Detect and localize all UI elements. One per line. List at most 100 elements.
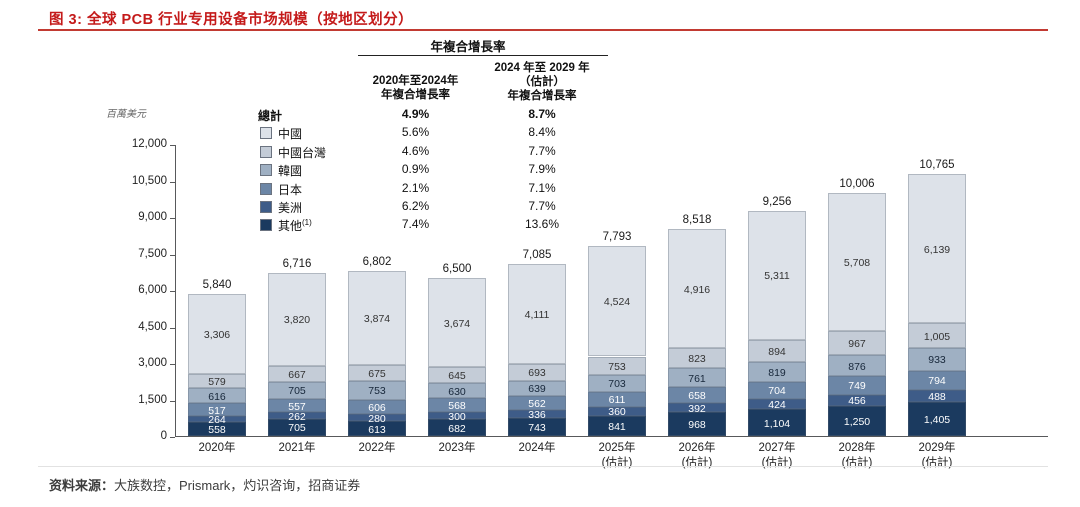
segment-value-label: 876 bbox=[848, 360, 866, 373]
legend-row: 其他(1) 7.4% 13.6% bbox=[258, 216, 608, 234]
footer-divider-line bbox=[38, 466, 1048, 467]
bar-segment bbox=[268, 418, 326, 436]
y-axis-tick bbox=[170, 437, 175, 438]
x-axis-label: 2022年 bbox=[358, 442, 396, 454]
bar-segment bbox=[828, 331, 886, 355]
segment-value-label: 967 bbox=[848, 338, 866, 351]
bar-segment bbox=[428, 277, 486, 368]
y-axis-tick-label: 1,500 bbox=[138, 393, 167, 406]
legend-label: 日本 bbox=[278, 182, 303, 197]
bar-segment bbox=[748, 409, 806, 436]
bar-total-label: 10,765 bbox=[919, 159, 955, 172]
x-axis-label: 2026年 (估計) bbox=[678, 442, 716, 469]
cagr-value-col1: 5.6% bbox=[401, 125, 430, 140]
bar-segment bbox=[508, 380, 566, 397]
bar-segment bbox=[348, 381, 406, 400]
bar-total-label: 8,518 bbox=[682, 213, 712, 226]
bar-segment bbox=[668, 386, 726, 403]
bar-segment bbox=[588, 374, 646, 392]
bar-segment bbox=[188, 293, 246, 375]
figure-title: 图 3: 全球 PCB 行业专用设备市场规模（按地区划分） bbox=[49, 12, 414, 28]
segment-value-label: 823 bbox=[688, 353, 706, 366]
segment-value-label: 658 bbox=[688, 389, 706, 402]
footnote-marker: (1) bbox=[302, 218, 312, 228]
x-axis-label: 2028年 (估計) bbox=[838, 442, 876, 469]
bar-segment bbox=[268, 412, 326, 419]
segment-value-label: 761 bbox=[688, 372, 706, 385]
y-axis-tick-label: 4,500 bbox=[138, 320, 167, 333]
bar-segment bbox=[908, 347, 966, 371]
bar-total-label: 5,840 bbox=[202, 278, 232, 291]
bar-segment bbox=[348, 270, 406, 365]
bar-total-label: 6,802 bbox=[362, 255, 392, 268]
segment-value-label: 5,311 bbox=[764, 270, 790, 283]
cagr-col1-header: 2020年至2024年 年複合增長率 bbox=[372, 75, 459, 101]
legend-label: 中國台灣 bbox=[278, 145, 327, 160]
bar-segment bbox=[668, 368, 726, 387]
x-axis-label: 2020年 bbox=[198, 442, 236, 454]
bar-total-label: 7,085 bbox=[522, 248, 552, 261]
bar-total-label: 6,500 bbox=[442, 262, 472, 275]
segment-value-label: 703 bbox=[608, 378, 626, 391]
bar-segment bbox=[828, 394, 886, 406]
segment-value-label: 1,104 bbox=[763, 417, 791, 430]
bar-segment bbox=[908, 323, 966, 348]
segment-value-label: 3,306 bbox=[203, 329, 231, 342]
bar-segment bbox=[268, 365, 326, 382]
legend-swatch bbox=[260, 127, 272, 140]
bar-segment bbox=[748, 381, 806, 399]
segment-value-label: 1,250 bbox=[843, 415, 871, 428]
segment-value-label: 336 bbox=[528, 408, 546, 421]
cagr-value-col2: 13.6% bbox=[524, 217, 560, 232]
segment-value-label: 675 bbox=[368, 367, 386, 380]
cagr-table-title: 年複合增長率 bbox=[430, 40, 506, 54]
segment-value-label: 579 bbox=[208, 376, 226, 389]
legend-row: 中國台灣 4.6% 7.7% bbox=[258, 143, 608, 161]
bar-segment bbox=[188, 422, 246, 436]
legend-label: 中國 bbox=[278, 127, 303, 142]
segment-value-label: 749 bbox=[848, 380, 866, 393]
y-axis-unit-label: 百萬美元 bbox=[106, 109, 146, 120]
segment-value-label: 933 bbox=[928, 354, 946, 367]
bar-segment bbox=[348, 414, 406, 422]
segment-value-label: 488 bbox=[928, 390, 946, 403]
bar-segment bbox=[908, 389, 966, 402]
y-axis-tick bbox=[170, 254, 175, 256]
y-axis-tick-label: 3,000 bbox=[138, 357, 167, 369]
bar-segment bbox=[588, 246, 646, 357]
y-axis-tick bbox=[170, 181, 175, 183]
segment-value-label: 557 bbox=[288, 400, 306, 413]
segment-value-label: 841 bbox=[608, 420, 626, 433]
x-axis-label: 2027年 (估計) bbox=[758, 442, 796, 469]
bar-segment bbox=[348, 364, 406, 382]
segment-value-label: 968 bbox=[688, 419, 706, 432]
y-axis-tick bbox=[170, 327, 175, 329]
cagr-value-col2: 8.4% bbox=[528, 125, 556, 140]
legend-row: 韓國 0.9% 7.9% bbox=[258, 161, 608, 179]
y-axis-tick-label: 12,000 bbox=[131, 138, 167, 150]
segment-value-label: 568 bbox=[448, 400, 466, 413]
cagr-table-underline bbox=[358, 55, 608, 56]
cagr-value-col2: 8.7% bbox=[528, 107, 556, 121]
segment-value-label: 5,708 bbox=[843, 256, 871, 269]
bar-segment bbox=[508, 417, 566, 436]
segment-value-label: 1,005 bbox=[923, 330, 951, 343]
bar-segment bbox=[748, 361, 806, 382]
bar-segment bbox=[508, 363, 566, 381]
bar-segment bbox=[348, 399, 406, 415]
cagr-value-col1: 4.6% bbox=[401, 143, 430, 158]
segment-value-label: 300 bbox=[448, 410, 466, 423]
bar-segment bbox=[828, 376, 886, 395]
bar-segment bbox=[668, 348, 726, 369]
y-axis-tick bbox=[170, 400, 175, 402]
bar-segment bbox=[188, 388, 246, 404]
segment-value-label: 4,111 bbox=[524, 308, 550, 321]
bar-segment bbox=[348, 421, 406, 436]
bar-total-label: 9,256 bbox=[762, 195, 792, 208]
segment-value-label: 4,524 bbox=[603, 296, 631, 309]
legend-label: 韓國 bbox=[278, 164, 303, 179]
legend-row: 美洲 6.2% 7.7% bbox=[258, 198, 608, 216]
segment-value-label: 4,916 bbox=[683, 283, 711, 296]
y-axis-tick-label: 9,000 bbox=[138, 211, 167, 223]
cagr-value-col1: 4.9% bbox=[401, 107, 430, 121]
